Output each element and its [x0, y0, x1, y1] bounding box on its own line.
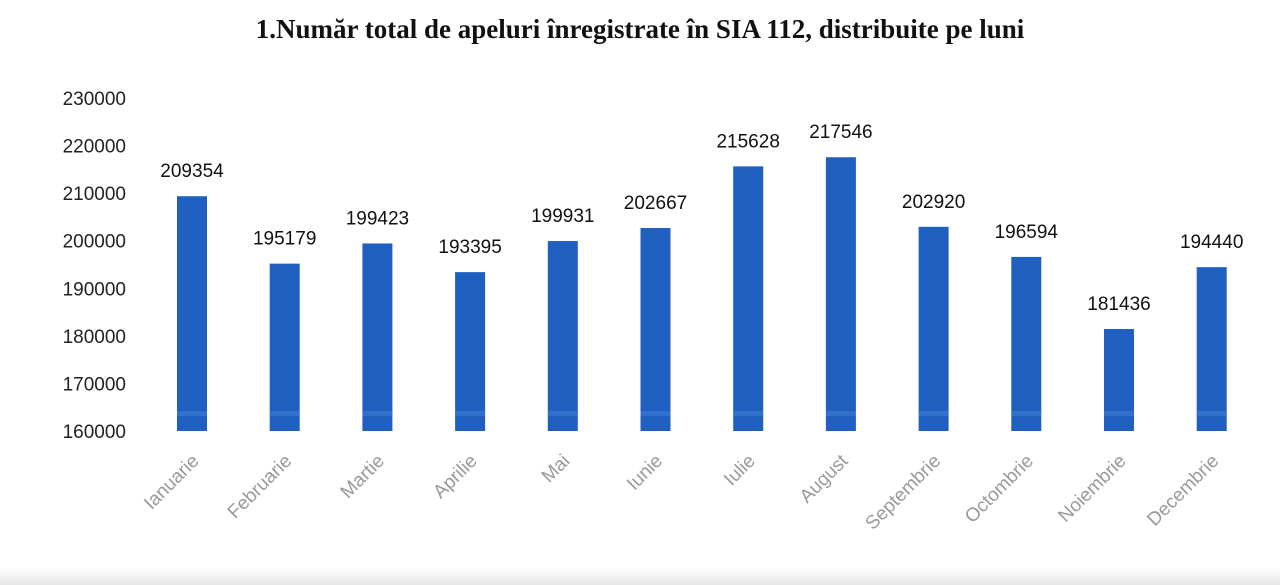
- x-tick-label: Decembrie: [1143, 451, 1223, 531]
- bar: [1196, 267, 1227, 431]
- bar-highlight: [733, 411, 764, 416]
- x-tick-label: Aprilie: [429, 451, 481, 503]
- bar: [269, 263, 300, 431]
- y-tick-label: 220000: [63, 137, 126, 158]
- x-tick-label: Mai: [538, 451, 575, 488]
- chart-title: 1.Număr total de apeluri înregistrate în…: [255, 14, 1025, 44]
- bar-highlight: [177, 411, 207, 416]
- x-tick-label: Martie: [337, 451, 389, 503]
- bar-highlight: [269, 411, 300, 416]
- bar-highlight: [455, 411, 486, 416]
- y-tick-label: 200000: [63, 232, 126, 253]
- y-tick-label: 210000: [63, 184, 126, 205]
- page-bottom-edge: [0, 568, 1280, 585]
- bar: [177, 196, 207, 431]
- data-label: 199423: [346, 208, 409, 229]
- bar-highlight: [640, 411, 671, 416]
- data-label: 202920: [902, 192, 965, 213]
- x-tick-label: Noiembrie: [1054, 451, 1130, 527]
- bar-highlight: [1104, 411, 1134, 416]
- bar: [362, 243, 393, 431]
- data-labels: 209354 195179 199423 193395 199931 202667 2156…: [160, 122, 1243, 315]
- data-label: 202667: [624, 193, 687, 214]
- data-label: 193395: [438, 237, 501, 258]
- x-tick-label: Iunie: [623, 451, 667, 495]
- data-label: 209354: [160, 161, 224, 182]
- bar-highlight: [1011, 411, 1042, 416]
- y-tick-label: 230000: [63, 89, 126, 110]
- bar: [640, 228, 671, 431]
- data-label: 181436: [1087, 294, 1150, 315]
- bar: [1011, 256, 1042, 431]
- x-tick-label: Septembrie: [862, 451, 946, 535]
- data-label: 195179: [253, 229, 316, 250]
- x-tick-label: Octombrie: [961, 451, 1038, 528]
- y-tick-label: 170000: [63, 374, 126, 395]
- bar: [825, 157, 856, 431]
- data-label: 217546: [809, 122, 872, 143]
- bar: [918, 226, 949, 431]
- data-label: 215628: [716, 131, 779, 152]
- y-tick-label: 190000: [63, 279, 126, 300]
- bar: [547, 241, 578, 431]
- bar: [455, 272, 486, 431]
- bar-series: [177, 157, 1227, 431]
- data-label: 194440: [1180, 232, 1243, 253]
- bar: [733, 166, 764, 431]
- x-axis: Ianuarie Februarie Martie Aprilie Mai Iunie Iu…: [140, 450, 1223, 534]
- y-tick-label: 160000: [63, 422, 126, 443]
- x-tick-label: August: [796, 450, 853, 507]
- bar-highlight: [1196, 411, 1227, 416]
- bar-highlight: [825, 411, 856, 416]
- bar-highlight: [362, 411, 393, 416]
- data-label: 196594: [995, 222, 1059, 243]
- data-label: 199931: [531, 206, 594, 227]
- x-tick-label: Ianuarie: [140, 451, 203, 514]
- bar-highlight: [918, 411, 949, 416]
- y-tick-label: 180000: [63, 327, 126, 348]
- y-axis: 230000 220000 210000 200000 190000 180000 1700…: [63, 89, 126, 443]
- x-tick-label: Iulie: [720, 451, 759, 490]
- x-tick-label: Februarie: [224, 451, 296, 523]
- bar-highlight: [547, 411, 578, 416]
